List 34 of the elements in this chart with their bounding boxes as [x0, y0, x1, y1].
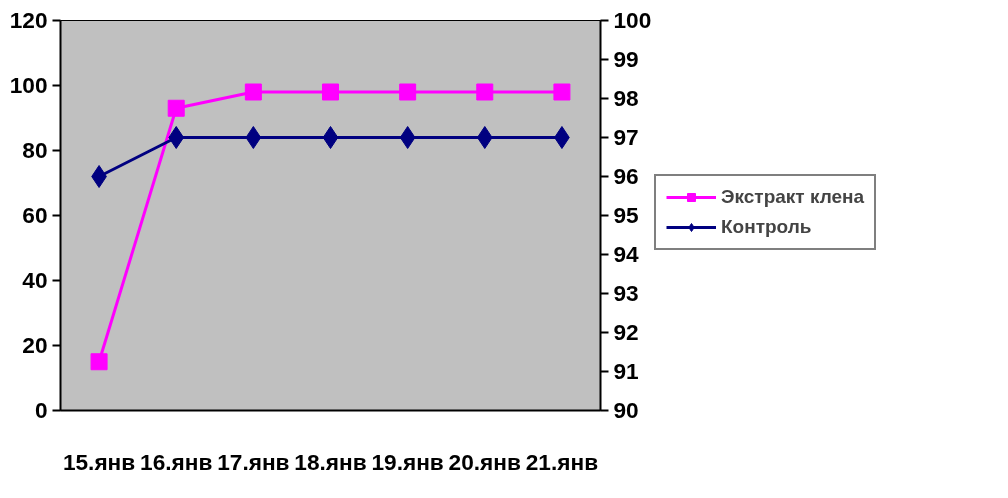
y2-tick-label: 91 — [613, 358, 639, 384]
x-tick-label: 17.янв — [217, 448, 290, 475]
y2-tick-label: 97 — [613, 124, 639, 150]
y-tick-label: 20 — [22, 332, 48, 358]
y2-tick-label: 96 — [613, 163, 639, 189]
y2-tick-label: 100 — [613, 7, 652, 33]
x-tick-label: 16.янв — [140, 448, 213, 475]
y2-tick-label: 90 — [613, 397, 639, 423]
point — [167, 99, 185, 117]
x-tick-label: 15.янв — [62, 448, 136, 475]
y-tick-label: 40 — [22, 267, 48, 293]
y-tick-label: 120 — [9, 7, 48, 33]
x-tick-label: 20.янв — [448, 448, 522, 475]
x-tick-label: 19.янв — [371, 448, 444, 475]
point — [476, 83, 494, 101]
y2-tick-label: 98 — [613, 85, 639, 111]
y2-tick-label: 93 — [613, 280, 639, 306]
point — [553, 83, 571, 101]
point — [322, 83, 339, 101]
x-tick-label: 18.янв — [294, 448, 367, 475]
y2-tick-label: 92 — [613, 319, 639, 345]
x-tick-label: 21.янв — [525, 448, 599, 475]
legend-label: Экстракт клена — [721, 185, 865, 208]
y-tick-label: 60 — [22, 202, 48, 228]
y2-tick-label: 95 — [613, 202, 639, 228]
y-tick-label: 100 — [9, 72, 48, 98]
legend-label: Контроль — [721, 215, 812, 238]
y2-tick-label: 94 — [613, 241, 640, 267]
point — [90, 353, 108, 371]
y-tick-label: 0 — [34, 397, 48, 423]
y-tick-label: 80 — [22, 137, 48, 163]
point — [399, 83, 417, 101]
y2-tick-label: 99 — [613, 46, 639, 72]
point — [244, 83, 262, 101]
